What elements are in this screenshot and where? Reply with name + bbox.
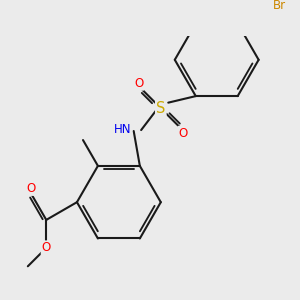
Text: Br: Br	[273, 0, 286, 12]
Text: O: O	[27, 182, 36, 195]
Text: O: O	[42, 241, 51, 254]
Text: S: S	[156, 101, 166, 116]
Text: O: O	[178, 127, 188, 140]
Text: O: O	[134, 77, 143, 90]
Text: HN: HN	[114, 123, 131, 136]
